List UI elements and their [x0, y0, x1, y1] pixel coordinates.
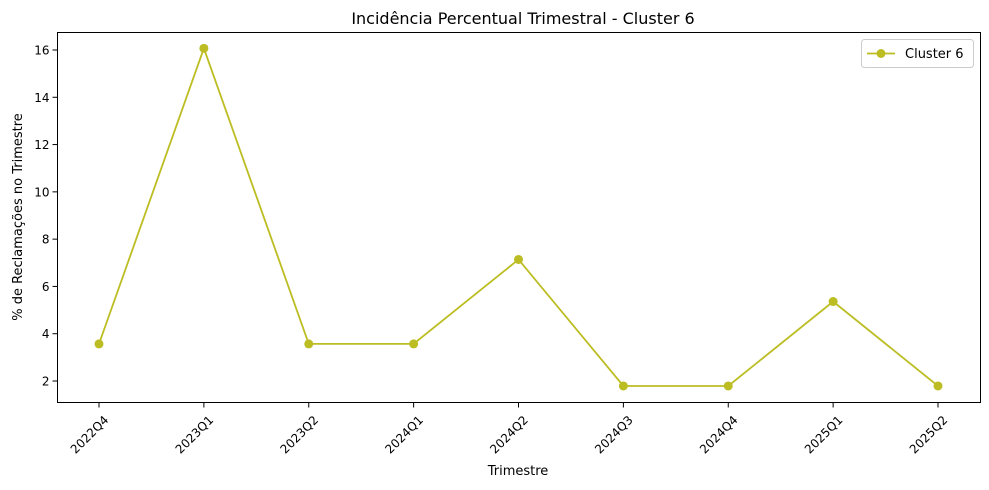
y-tick-label: 6 — [42, 280, 50, 294]
legend: Cluster 6 — [861, 39, 974, 68]
y-tick-label: 2 — [42, 375, 50, 389]
legend-marker — [876, 49, 886, 58]
x-tick-label: 2023Q1 — [173, 413, 217, 457]
series-line — [98, 45, 939, 387]
legend-label: Cluster 6 — [905, 47, 964, 62]
y-axis-label: % de Reclamações no Trimestre — [11, 113, 26, 321]
data-point — [828, 297, 838, 307]
data-point — [199, 43, 209, 53]
data-point — [723, 381, 733, 391]
x-tick-label: 2025Q1 — [802, 413, 846, 457]
data-point — [94, 339, 104, 349]
data-point — [933, 381, 943, 391]
x-tick-label: 2024Q2 — [487, 413, 531, 457]
x-axis-label: Trimestre — [487, 464, 549, 479]
y-tick-label: 8 — [42, 233, 50, 247]
x-tick-label: 2023Q2 — [278, 413, 322, 457]
x-axis: 2022Q4 2023Q1 2023Q2 2024Q1 2024Q2 2024Q3 2024… — [68, 402, 951, 457]
x-tick-label: 2024Q1 — [382, 413, 426, 457]
plot-area — [94, 43, 943, 391]
y-tick-label: 16 — [34, 44, 49, 58]
chart-title: Incidência Percentual Trimestral - Clust… — [351, 9, 694, 28]
x-tick-label: 2024Q3 — [592, 413, 636, 457]
legend-box — [861, 39, 974, 68]
y-tick-label: 14 — [34, 91, 49, 105]
x-tick-label: 2025Q2 — [907, 413, 951, 457]
y-axis: 2 4 6 8 10 12 14 16 — [34, 44, 58, 389]
data-point — [514, 254, 523, 264]
x-tick-label: 2022Q4 — [68, 413, 112, 457]
y-tick-label: 12 — [34, 138, 49, 152]
x-tick-label: 2024Q4 — [697, 413, 741, 457]
data-point — [409, 339, 419, 349]
data-point — [304, 339, 314, 349]
axes-frame — [57, 32, 981, 403]
y-tick-label: 10 — [34, 185, 49, 199]
data-point — [618, 381, 628, 391]
y-tick-label: 4 — [42, 327, 50, 341]
